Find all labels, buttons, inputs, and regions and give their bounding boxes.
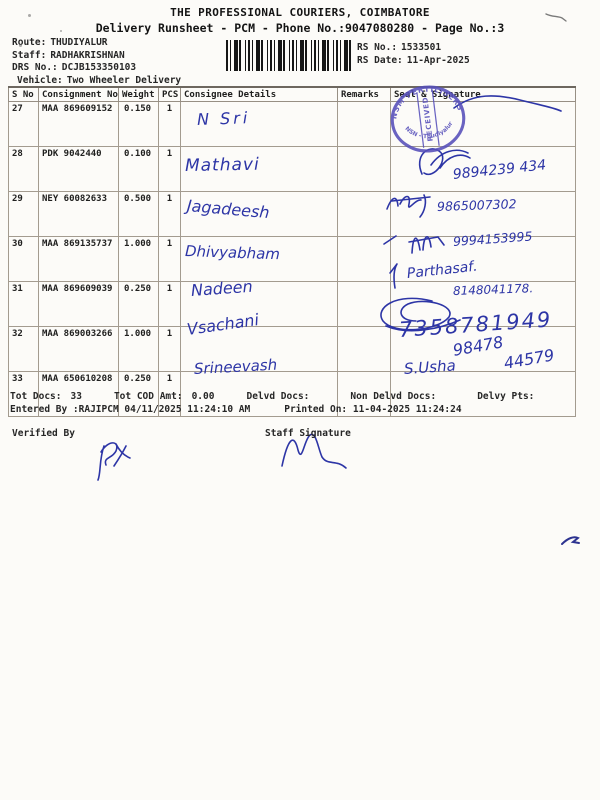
table-row: 33 MAA 650610208 0.250 1 [8, 371, 576, 417]
col-pcs: PCS [158, 86, 181, 102]
table-row: 31 MAA 869609039 0.250 1 [8, 281, 576, 327]
cell-remarks [337, 146, 391, 192]
cell-consignment: PDK 9042440 [38, 146, 119, 192]
cell-pcs: 1 [158, 191, 181, 237]
cell-remarks [337, 191, 391, 237]
totals-line: Tot Docs: 33 Tot COD Amt: 0.00 Delvd Docs:… [10, 391, 590, 402]
cell-weight: 1.000 [118, 326, 159, 372]
cell-weight: 0.500 [118, 191, 159, 237]
cell-s-no: 30 [8, 236, 39, 282]
cell-consignee [180, 281, 338, 327]
verified-by-label: Verified By [12, 428, 75, 439]
rs-no-line: RS No.: 1533501 [357, 42, 442, 53]
cell-weight: 0.150 [118, 101, 159, 147]
ink-mark [561, 536, 580, 545]
cell-s-no: 33 [8, 371, 39, 417]
document-title: THE PROFESSIONAL COURIERS, COIMBATORE [170, 6, 430, 19]
ink-mark [545, 13, 567, 22]
cell-signature [390, 371, 576, 417]
cell-consignment: MAA 869135737 [38, 236, 119, 282]
non-delvd-docs: Non Delvd Docs: [350, 391, 437, 402]
cell-s-no: 31 [8, 281, 39, 327]
scan-speck [19, 44, 22, 47]
cell-remarks [337, 371, 391, 417]
entered-printed-line: Entered By :RAJIPCM 04/11/2025 11:24:10 … [10, 404, 462, 415]
cell-s-no: 32 [8, 326, 39, 372]
route-info-block: Route: THUDIYALUR Staff: RADHAKRISHNAN DRS… [12, 37, 181, 87]
delvy-pts: Delvy Pts: [477, 391, 535, 402]
cell-s-no: 27 [8, 101, 39, 147]
table-row: 28 PDK 9042440 0.100 1 [8, 146, 576, 192]
cell-remarks [337, 101, 391, 147]
route-line: Route: THUDIYALUR [12, 37, 108, 48]
runsheet-barcode [226, 40, 354, 71]
consignment-table: S No Consignment No Weight PCS Consignee… [8, 86, 576, 417]
cell-consignee [180, 191, 338, 237]
cell-signature [390, 191, 576, 237]
cell-consignment: MAA 650610208 [38, 371, 119, 417]
col-remarks: Remarks [337, 86, 391, 102]
cell-pcs: 1 [158, 281, 181, 327]
cell-remarks [337, 281, 391, 327]
col-consignment: Consignment No [38, 86, 119, 102]
cell-consignment: MAA 869609152 [38, 101, 119, 147]
staff-signature-label: Staff Signature [265, 428, 351, 439]
cell-s-no: 28 [8, 146, 39, 192]
received-stamp: NSM FERTILISERS NSN - Thudiyalur RECEIVE… [386, 80, 466, 153]
drs-line: DRS No.: DCJB153350103 [12, 62, 137, 73]
document-subtitle: Delivery Runsheet - PCM - Phone No.:9047… [95, 21, 505, 35]
delvd-docs: Delvd Docs: [246, 391, 310, 402]
cell-remarks [337, 326, 391, 372]
cell-weight: 0.100 [118, 146, 159, 192]
cell-signature [390, 326, 576, 372]
table-row: 32 MAA 869003266 1.000 1 [8, 326, 576, 372]
table-row: 30 MAA 869135737 1.000 1 [8, 236, 576, 282]
cell-consignment: MAA 869003266 [38, 326, 119, 372]
cell-weight: 0.250 [118, 371, 159, 417]
cell-consignee [180, 146, 338, 192]
entered-by: Entered By :RAJIPCM 04/11/2025 11:24:10 … [10, 404, 251, 415]
scan-speck [60, 30, 62, 32]
rs-date-line: RS Date: 11-Apr-2025 [357, 55, 470, 66]
table-row: 27 MAA 869609152 0.150 1 [8, 101, 576, 147]
cell-pcs: 1 [158, 101, 181, 147]
rs-info-block: RS No.: 1533501 RS Date: 11-Apr-2025 [357, 41, 470, 67]
cell-pcs: 1 [158, 146, 181, 192]
cell-pcs: 1 [158, 326, 181, 372]
verified-by-signature [97, 442, 131, 481]
tot-cod-amt: Tot COD Amt: 0.00 [113, 391, 215, 402]
cell-weight: 1.000 [118, 236, 159, 282]
cell-signature [390, 281, 576, 327]
printed-on: Printed On: 11-04-2025 11:24:24 [284, 404, 462, 415]
col-weight: Weight [118, 86, 159, 102]
cell-weight: 0.250 [118, 281, 159, 327]
col-consignee: Consignee Details [180, 86, 338, 102]
scan-speck [28, 14, 31, 17]
col-s-no: S No [8, 86, 39, 102]
tot-docs: Tot Docs: 33 [10, 391, 82, 402]
cell-consignment: NEY 60082633 [38, 191, 119, 237]
cell-signature [390, 236, 576, 282]
cell-consignee [180, 101, 338, 147]
vehicle-line: Vehicle: Two Wheeler Delivery [17, 74, 182, 86]
cell-consignee [180, 326, 338, 372]
cell-consignment: MAA 869609039 [38, 281, 119, 327]
staff-line: Staff: RADHAKRISHNAN [12, 49, 125, 61]
cell-s-no: 29 [8, 191, 39, 237]
table-row: 29 NEY 60082633 0.500 1 [8, 191, 576, 237]
cell-consignee [180, 236, 338, 282]
table-header-row: S No Consignment No Weight PCS Consignee… [8, 86, 576, 102]
cell-pcs: 1 [158, 236, 181, 282]
cell-remarks [337, 236, 391, 282]
